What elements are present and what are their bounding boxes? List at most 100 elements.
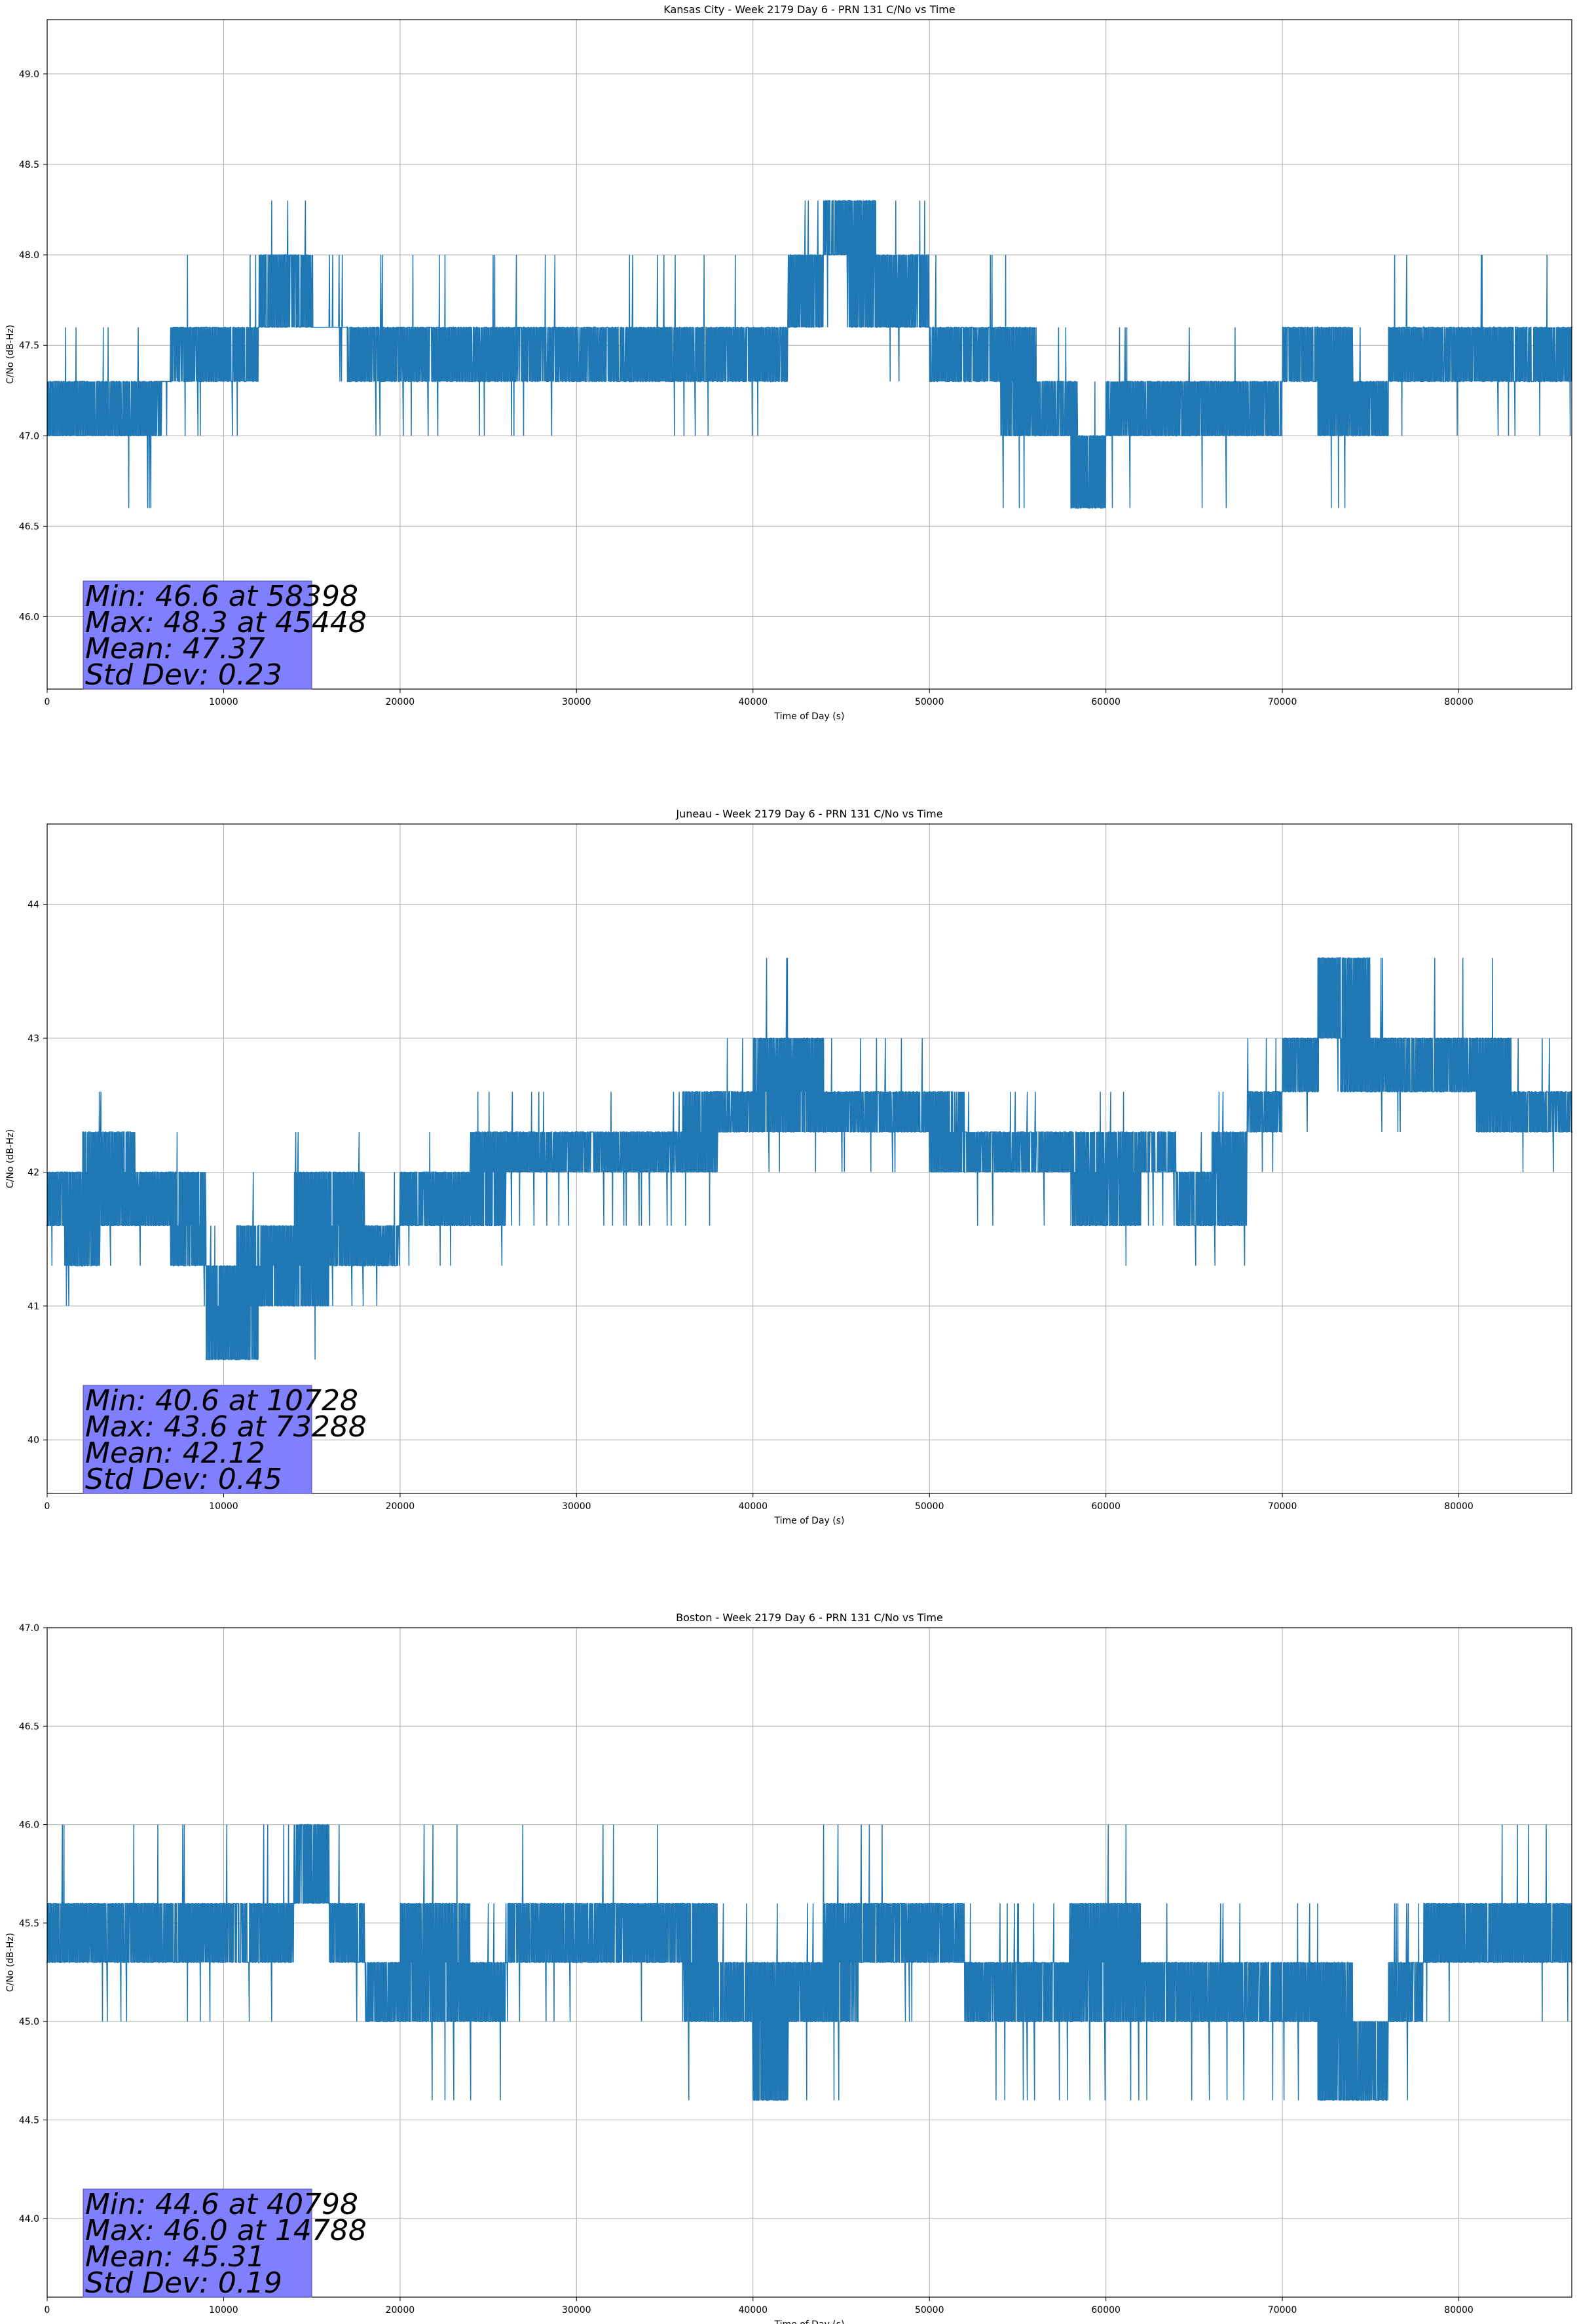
x-tick-label: 80000 bbox=[1444, 1501, 1474, 1512]
x-tick-label: 0 bbox=[45, 1501, 50, 1512]
y-tick-label: 48.0 bbox=[19, 250, 39, 261]
data-point bbox=[929, 1902, 931, 1905]
data-point bbox=[310, 326, 313, 328]
data-point bbox=[1211, 381, 1213, 383]
y-tick-label: 46.5 bbox=[19, 1721, 39, 1732]
data-point bbox=[787, 1037, 789, 1040]
stats-line: Mean: 42.12 bbox=[85, 1436, 265, 1470]
y-tick-label: 47.0 bbox=[19, 431, 39, 441]
data-point bbox=[893, 1961, 895, 1964]
data-point bbox=[823, 2020, 825, 2023]
data-point bbox=[117, 1961, 119, 1964]
subplot-3: 0 10000 20000 30000 40000 50000 60000 70000 8000… bbox=[5, 1611, 1573, 2324]
stats-line: Std Dev: 0.45 bbox=[85, 1463, 282, 1496]
data-point bbox=[258, 326, 260, 328]
data-point bbox=[1529, 1902, 1531, 1905]
data-point bbox=[307, 1824, 309, 1826]
data-point bbox=[328, 1171, 331, 1173]
data-point bbox=[716, 2020, 719, 2023]
data-point bbox=[611, 1902, 613, 1905]
data-point bbox=[1387, 2020, 1389, 2023]
axes-frame bbox=[46, 1627, 1572, 2298]
data-point bbox=[1246, 1131, 1248, 1133]
data-point bbox=[1140, 381, 1142, 383]
stats-line: Max: 43.6 at 73288 bbox=[85, 1410, 367, 1444]
data-point bbox=[1339, 957, 1341, 959]
stats-box bbox=[83, 580, 312, 690]
data-point bbox=[1422, 326, 1424, 328]
data-point bbox=[1176, 1961, 1178, 1964]
data-point bbox=[363, 1265, 366, 1267]
data-point bbox=[1493, 1961, 1495, 1964]
subplot-2: 0 10000 20000 30000 40000 50000 60000 70000 8000… bbox=[5, 808, 1573, 1526]
x-tick-label: 70000 bbox=[1268, 697, 1297, 707]
data-point bbox=[1246, 435, 1248, 437]
data-point bbox=[716, 1091, 719, 1093]
x-tick-label: 50000 bbox=[915, 1501, 944, 1512]
y-tick-label: 48.5 bbox=[19, 160, 39, 170]
x-tick-label: 60000 bbox=[1091, 2305, 1121, 2315]
data-point bbox=[823, 253, 825, 256]
x-tick-label: 40000 bbox=[739, 1501, 768, 1512]
data-point bbox=[487, 381, 489, 383]
data-point bbox=[170, 381, 172, 383]
data-point bbox=[1105, 1225, 1107, 1227]
data-point bbox=[99, 1131, 102, 1133]
data-point bbox=[399, 2020, 401, 2023]
data-point bbox=[1140, 2020, 1142, 2023]
data-point bbox=[523, 326, 525, 328]
x-tick-label: 50000 bbox=[915, 697, 944, 707]
data-point bbox=[858, 1091, 860, 1093]
data-point bbox=[576, 1961, 578, 1964]
data-point bbox=[1246, 1961, 1248, 1964]
x-tick-label: 20000 bbox=[386, 697, 415, 707]
stats-line: Min: 40.6 at 10728 bbox=[85, 1384, 358, 1417]
data-point bbox=[558, 381, 560, 383]
y-tick-label: 45.0 bbox=[19, 2017, 39, 2027]
data-point bbox=[434, 1902, 436, 1905]
data-point bbox=[876, 326, 878, 328]
data-point bbox=[1176, 435, 1178, 437]
chart-title: Boston - Week 2179 Day 6 - PRN 131 C/No … bbox=[676, 1611, 943, 1624]
data-point bbox=[381, 326, 384, 328]
data-point bbox=[1281, 2020, 1284, 2023]
data-point bbox=[848, 200, 850, 202]
data-point bbox=[355, 381, 357, 383]
data-point bbox=[346, 326, 348, 328]
data-point bbox=[681, 1902, 684, 1905]
data-point bbox=[223, 1902, 225, 1905]
data-point bbox=[1140, 1131, 1142, 1133]
x-axis-label: Time of Day (s) bbox=[774, 2319, 845, 2324]
data-point bbox=[1458, 1902, 1460, 1905]
data-point bbox=[434, 1171, 436, 1173]
data-point bbox=[170, 1171, 172, 1173]
data-point bbox=[205, 326, 207, 328]
x-tick-label: 10000 bbox=[209, 697, 238, 707]
data-point bbox=[293, 1305, 295, 1307]
data-point bbox=[81, 1265, 84, 1267]
data-point bbox=[1440, 1091, 1442, 1093]
y-tick-label: 43 bbox=[28, 1034, 39, 1044]
data-point bbox=[1352, 2099, 1354, 2101]
data-point bbox=[417, 381, 419, 383]
stats-box bbox=[83, 1385, 312, 1494]
data-point bbox=[399, 1225, 401, 1227]
x-tick-label: 40000 bbox=[739, 2305, 768, 2315]
data-point bbox=[258, 1961, 260, 1964]
data-point bbox=[628, 381, 631, 383]
stats-line: Max: 46.0 at 14788 bbox=[85, 2214, 367, 2247]
data-point bbox=[505, 1961, 507, 1964]
data-point bbox=[470, 2020, 472, 2023]
y-tick-label: 45.5 bbox=[19, 1919, 39, 1929]
y-axis-label: C/No (dB-Hz) bbox=[5, 1933, 16, 1992]
data-point bbox=[328, 1902, 331, 1905]
data-point bbox=[858, 1902, 860, 1905]
data-point bbox=[470, 1225, 472, 1227]
y-tick-label: 40 bbox=[28, 1435, 39, 1446]
x-tick-label: 80000 bbox=[1444, 697, 1474, 707]
data-point bbox=[1529, 381, 1531, 383]
data-point bbox=[999, 1131, 1001, 1133]
data-point bbox=[1034, 1171, 1037, 1173]
y-tick-label: 41 bbox=[28, 1302, 39, 1312]
stats-line: Min: 46.6 at 58398 bbox=[85, 580, 358, 613]
